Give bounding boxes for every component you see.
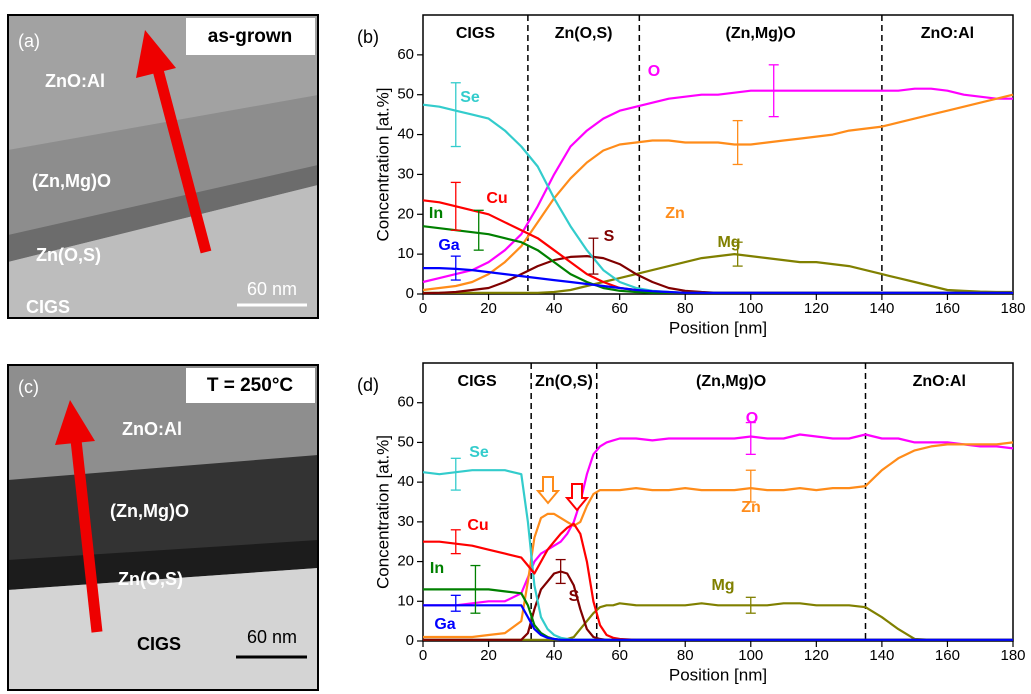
region-label: CIGS <box>458 373 497 390</box>
y-tick-label: 20 <box>397 205 414 222</box>
x-tick-label: 120 <box>804 300 829 317</box>
x-tick-label: 40 <box>546 300 563 317</box>
series-label: O <box>648 63 660 80</box>
series-label: Zn <box>741 499 761 516</box>
layer-label: Zn(O,S) <box>118 569 183 589</box>
x-tick-label: 120 <box>804 647 829 664</box>
page: (a) as-grown ZnO:Al (Zn,Mg)O Zn(O,S) CIG… <box>0 0 1031 694</box>
series-label: In <box>430 560 444 577</box>
y-tick-label: 60 <box>397 394 414 411</box>
layer-label: (Zn,Mg)O <box>110 501 189 521</box>
data-line <box>423 605 1013 640</box>
layer-label: ZnO:Al <box>122 419 182 439</box>
x-tick-label: 160 <box>935 300 960 317</box>
y-tick-label: 30 <box>397 513 414 530</box>
panel-label: (c) <box>18 377 39 397</box>
y-tick-label: 10 <box>397 592 414 609</box>
scale-text: 60 nm <box>247 279 297 299</box>
x-tick-label: 140 <box>869 300 894 317</box>
layer-label: (Zn,Mg)O <box>32 171 111 191</box>
data-line <box>423 95 1013 290</box>
x-tick-label: 180 <box>1000 300 1025 317</box>
series-label: O <box>746 410 758 427</box>
tem-image-c: (c) T = 250°C ZnO:Al (Zn,Mg)O Zn(O,S) CI… <box>8 365 318 690</box>
x-tick-label: 60 <box>611 647 628 664</box>
x-tick-label: 0 <box>419 647 427 664</box>
x-tick-label: 80 <box>677 647 694 664</box>
data-line <box>423 89 1013 282</box>
x-axis-title: Position [nm] <box>669 318 767 337</box>
series-label: Ga <box>434 616 455 633</box>
x-tick-label: 0 <box>419 300 427 317</box>
y-tick-label: 20 <box>397 553 414 570</box>
peak-arrow <box>538 477 558 503</box>
y-tick-label: 40 <box>397 126 414 143</box>
series-label: Se <box>469 444 489 461</box>
panel-label: (a) <box>18 31 40 51</box>
x-tick-label: 100 <box>738 647 763 664</box>
x-tick-label: 60 <box>611 300 628 317</box>
scale-text: 60 nm <box>247 627 297 647</box>
x-tick-label: 20 <box>480 647 497 664</box>
tem-image-a: (a) as-grown ZnO:Al (Zn,Mg)O Zn(O,S) CIG… <box>8 15 318 318</box>
y-tick-label: 0 <box>406 285 414 302</box>
series-label: Cu <box>486 190 507 207</box>
y-tick-label: 60 <box>397 46 414 63</box>
layer-label: ZnO:Al <box>45 71 105 91</box>
condition: T = 250°C <box>207 375 294 396</box>
figure: (a) as-grown ZnO:Al (Zn,Mg)O Zn(O,S) CIG… <box>0 0 1031 694</box>
layer-label: CIGS <box>137 634 181 654</box>
data-line <box>423 268 1013 293</box>
data-line <box>423 603 1013 640</box>
condition: as-grown <box>208 26 292 47</box>
plot-frame <box>423 15 1013 294</box>
layer-label: Zn(O,S) <box>36 245 101 265</box>
y-axis-title: Concentration [at.%] <box>373 435 392 589</box>
region-label: ZnO:Al <box>913 373 966 390</box>
series-label: S <box>569 588 580 605</box>
series-label: In <box>429 205 443 222</box>
region-label: (Zn,Mg)O <box>726 25 796 42</box>
region-label: ZnO:Al <box>921 25 974 42</box>
region-label: Zn(O,S) <box>555 25 613 42</box>
x-tick-label: 20 <box>480 300 497 317</box>
series-label: Se <box>460 89 480 106</box>
series-label: Ga <box>438 237 459 254</box>
y-tick-label: 50 <box>397 86 414 103</box>
panel-label: (d) <box>357 375 379 395</box>
x-tick-label: 80 <box>677 300 694 317</box>
y-tick-label: 10 <box>397 245 414 262</box>
x-tick-label: 40 <box>546 647 563 664</box>
region-label: (Zn,Mg)O <box>696 373 766 390</box>
y-tick-label: 50 <box>397 433 414 450</box>
y-tick-label: 40 <box>397 473 414 490</box>
region-label: CIGS <box>456 25 495 42</box>
x-tick-label: 100 <box>738 300 763 317</box>
x-tick-label: 180 <box>1000 647 1025 664</box>
layer-label: CIGS <box>26 297 70 317</box>
series-label: Mg <box>711 577 734 594</box>
series-label: Zn <box>665 205 685 222</box>
x-axis-title: Position [nm] <box>669 665 767 684</box>
x-tick-label: 140 <box>869 647 894 664</box>
panel-label: (b) <box>357 27 379 47</box>
x-tick-label: 160 <box>935 647 960 664</box>
y-axis-title: Concentration [at.%] <box>373 87 392 241</box>
y-tick-label: 30 <box>397 165 414 182</box>
data-line <box>423 254 1013 293</box>
series-label: S <box>604 228 615 245</box>
series-label: Cu <box>467 517 488 534</box>
y-tick-label: 0 <box>406 632 414 649</box>
data-line <box>423 105 1013 293</box>
series-label: Mg <box>717 234 740 251</box>
region-label: Zn(O,S) <box>535 373 593 390</box>
